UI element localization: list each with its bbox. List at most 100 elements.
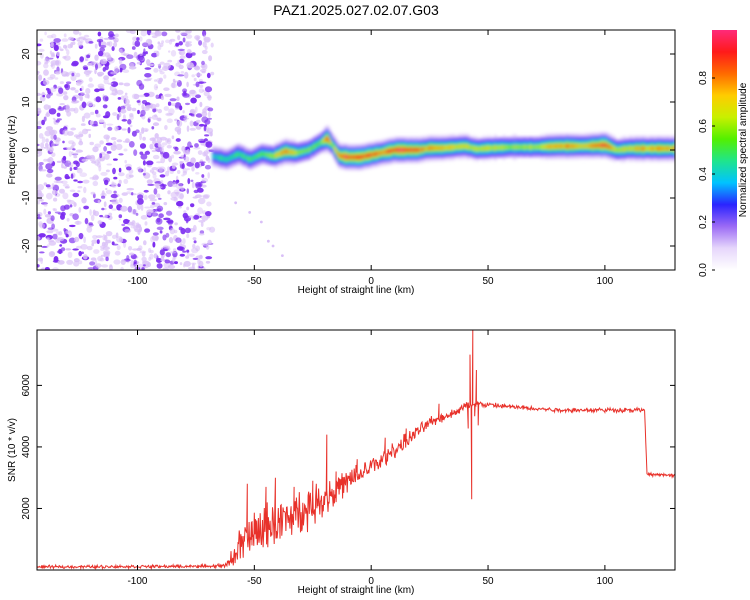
noise-speckle — [100, 247, 105, 251]
noise-speckle — [185, 52, 193, 59]
snr-y-ticks: 2000 4000 6000 — [21, 374, 675, 520]
ridge-cell — [617, 147, 620, 152]
ridge-cell — [378, 151, 380, 156]
x-tick-label: 100 — [597, 576, 614, 587]
noise-speckle — [44, 31, 47, 36]
ridge-cell — [270, 153, 273, 158]
noise-speckle — [201, 49, 208, 55]
noise-speckle — [159, 61, 165, 65]
ridge-cell — [269, 153, 272, 158]
noise-speckle — [105, 111, 111, 118]
ridge-cell — [554, 144, 557, 149]
ridge-cell — [318, 141, 321, 146]
noise-speckle — [135, 212, 139, 216]
noise-speckle — [185, 102, 190, 106]
noise-speckle — [129, 114, 134, 121]
ridge-cell — [254, 155, 257, 160]
noise-speckle — [87, 83, 95, 88]
ridge-cell — [353, 155, 356, 160]
ridge-cell — [319, 140, 322, 145]
noise-speckle — [161, 183, 164, 186]
noise-speckle — [147, 262, 151, 268]
ridge-cell — [652, 146, 655, 151]
ridge-cell — [384, 150, 386, 155]
noise-speckle — [120, 108, 127, 114]
noise-speckle — [97, 220, 103, 225]
ridge-cell — [478, 146, 481, 151]
ridge-cell — [644, 146, 647, 151]
noise-speckle — [179, 55, 186, 60]
ridge-cell — [575, 144, 578, 149]
noise-speckle — [53, 84, 57, 90]
ridge-cell — [543, 144, 545, 149]
ridge-cell — [479, 146, 482, 151]
x-tick-label: -50 — [247, 276, 262, 287]
x-tick-label: 50 — [482, 276, 494, 287]
noise-speckle — [43, 182, 47, 186]
ridge-cell — [302, 149, 304, 154]
noise-speckle — [46, 35, 54, 39]
noise-speckle — [50, 129, 58, 135]
noise-speckle — [133, 51, 138, 59]
noise-speckle — [38, 233, 46, 238]
noise-speckle — [142, 160, 146, 166]
noise-speckle — [50, 60, 58, 66]
ridge-cell — [547, 144, 550, 149]
noise-speckle — [37, 257, 43, 262]
noise-speckle — [113, 66, 119, 73]
noise-speckle — [94, 143, 102, 148]
noise-speckle — [104, 207, 107, 211]
y-tick-label: -20 — [21, 238, 32, 253]
noise-speckle — [59, 48, 64, 52]
noise-speckle — [48, 240, 57, 246]
noise-speckle — [107, 82, 114, 85]
noise-speckle — [95, 263, 102, 268]
noise-speckle — [126, 54, 134, 59]
ridge-cell — [432, 145, 434, 151]
noise-speckle — [91, 242, 94, 247]
noise-speckle — [39, 93, 47, 96]
ridge-cell — [450, 145, 453, 150]
noise-speckle — [182, 238, 186, 245]
noise-speckle — [73, 152, 79, 155]
ridge-cell — [379, 151, 382, 156]
noise-speckle — [154, 133, 159, 139]
noise-speckle — [190, 97, 197, 104]
noise-speckle — [69, 224, 76, 228]
noise-speckle — [81, 158, 88, 162]
noise-speckle — [91, 160, 97, 164]
noise-speckle — [193, 240, 197, 244]
noise-speckle — [185, 34, 193, 39]
noise-speckle — [178, 64, 184, 70]
noise-speckle — [98, 88, 105, 91]
noise-speckle — [96, 161, 102, 168]
ridge-cell — [413, 147, 416, 153]
ridge-cell — [458, 144, 461, 149]
ridge-cell — [636, 146, 639, 151]
ridge-cell — [447, 145, 449, 150]
noise-speckle — [127, 206, 133, 213]
noise-speckle — [76, 39, 81, 42]
ridge-cell — [463, 144, 466, 149]
ridge-cell — [572, 144, 574, 149]
ridge-cell — [525, 145, 528, 150]
noise-speckle — [69, 204, 73, 208]
ridge-cell — [477, 146, 480, 152]
noise-speckle — [163, 106, 169, 111]
noise-speckle — [99, 153, 103, 159]
ridge-cell — [423, 146, 426, 152]
ridge-cell — [530, 145, 532, 150]
noise-speckle — [148, 116, 152, 119]
ridge-cell — [420, 147, 423, 152]
stray-point — [280, 254, 284, 257]
ridge-cell — [301, 149, 303, 154]
ridge-cell — [504, 145, 507, 150]
ridge-cell — [224, 156, 226, 162]
noise-speckle — [170, 191, 178, 198]
noise-speckle — [168, 50, 171, 53]
noise-speckle — [176, 200, 184, 207]
noise-speckle — [76, 167, 81, 170]
noise-speckle — [173, 229, 178, 234]
noise-speckle — [204, 119, 211, 125]
noise-speckle — [177, 35, 181, 41]
